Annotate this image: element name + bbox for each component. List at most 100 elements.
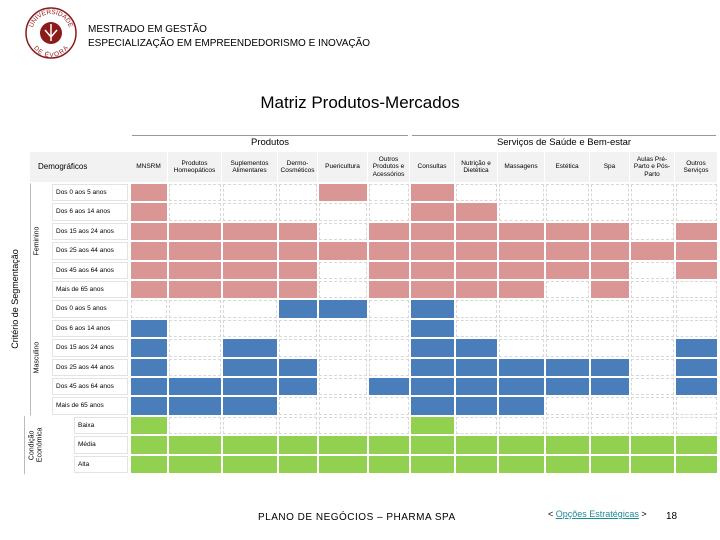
matrix-cell bbox=[546, 319, 589, 338]
matrix-cell bbox=[546, 261, 589, 279]
matrix-cell bbox=[131, 378, 167, 396]
matrix-cell bbox=[499, 261, 544, 279]
matrix-cell bbox=[631, 184, 674, 202]
matrix-cell bbox=[319, 436, 367, 454]
matrix-cell bbox=[223, 455, 277, 473]
matrix-cell bbox=[169, 455, 221, 473]
nav-next[interactable]: > bbox=[641, 509, 647, 519]
column-header: Outros Produtos e Acessórios bbox=[368, 152, 410, 182]
matrix-cell bbox=[131, 300, 167, 318]
matrix-cell bbox=[411, 436, 454, 454]
matrix-cell bbox=[369, 436, 409, 454]
matrix-cell bbox=[279, 281, 317, 299]
matrix-cell bbox=[411, 397, 454, 415]
matrix-cell bbox=[591, 358, 629, 376]
matrix-cell bbox=[499, 455, 544, 473]
matrix-cell bbox=[676, 397, 717, 415]
matrix-cell bbox=[319, 300, 367, 318]
matrix-cell bbox=[546, 416, 589, 435]
column-header: Suplementos Alimentares bbox=[222, 152, 278, 182]
row-label: Baixa bbox=[74, 416, 128, 435]
matrix-cell bbox=[631, 416, 674, 435]
row-label: Média bbox=[74, 436, 128, 454]
row-label: Dos 15 aos 24 anos bbox=[52, 339, 128, 357]
matrix-cell bbox=[631, 319, 674, 338]
matrix-cell bbox=[169, 300, 221, 318]
matrix-cell bbox=[631, 397, 674, 415]
matrix-cell bbox=[456, 397, 497, 415]
matrix-cell bbox=[631, 203, 674, 221]
matrix-cell bbox=[131, 222, 167, 241]
matrix-cell bbox=[369, 416, 409, 435]
column-header: Spa bbox=[590, 152, 630, 182]
matrix-cell bbox=[131, 416, 167, 435]
matrix-cell bbox=[676, 339, 717, 357]
column-header: Puericultura bbox=[318, 152, 368, 182]
matrix-cell bbox=[223, 281, 277, 299]
matrix-cell bbox=[169, 261, 221, 279]
matrix-cell bbox=[499, 300, 544, 318]
matrix-cell bbox=[169, 339, 221, 357]
matrix-cell bbox=[223, 339, 277, 357]
matrix-cell bbox=[546, 242, 589, 260]
matrix-cell bbox=[546, 378, 589, 396]
matrix-cell bbox=[456, 222, 497, 241]
row-label: Mais de 65 anos bbox=[52, 397, 128, 415]
matrix-cell bbox=[456, 184, 497, 202]
row-group-label: Masculino bbox=[30, 299, 44, 416]
matrix-cell bbox=[131, 184, 167, 202]
matrix-cell bbox=[369, 455, 409, 473]
matrix-cell bbox=[319, 397, 367, 415]
matrix-cell bbox=[369, 203, 409, 221]
matrix-cell bbox=[411, 319, 454, 338]
matrix-cell bbox=[411, 203, 454, 221]
matrix-cell bbox=[591, 436, 629, 454]
nav-prev[interactable]: < bbox=[548, 509, 554, 519]
logo: UNIVERSIDADE DE ÉVORA bbox=[25, 7, 77, 59]
matrix-cell bbox=[279, 203, 317, 221]
matrix-cell bbox=[279, 358, 317, 376]
matrix-cell bbox=[169, 203, 221, 221]
matrix-cell bbox=[411, 184, 454, 202]
matrix-cell bbox=[591, 281, 629, 299]
matrix-cell bbox=[131, 281, 167, 299]
matrix-cell bbox=[456, 203, 497, 221]
matrix-cell bbox=[131, 242, 167, 260]
matrix-cell bbox=[591, 339, 629, 357]
matrix-cell bbox=[546, 184, 589, 202]
row-group-label: Feminino bbox=[30, 183, 44, 300]
matrix-cell bbox=[169, 416, 221, 435]
matrix-cell bbox=[631, 242, 674, 260]
matrix-cell bbox=[456, 300, 497, 318]
matrix-cell bbox=[223, 222, 277, 241]
matrix-cell bbox=[456, 436, 497, 454]
matrix-cell bbox=[411, 416, 454, 435]
matrix-cell bbox=[369, 339, 409, 357]
matrix-cell bbox=[591, 203, 629, 221]
nav-link[interactable]: Opções Estratégicas bbox=[555, 509, 639, 519]
matrix-cell bbox=[546, 300, 589, 318]
matrix-cell bbox=[279, 319, 317, 338]
matrix-cell bbox=[456, 358, 497, 376]
matrix-cell bbox=[131, 339, 167, 357]
matrix-cell bbox=[411, 339, 454, 357]
matrix-cell bbox=[591, 242, 629, 260]
matrix-cell bbox=[169, 242, 221, 260]
matrix-cell bbox=[319, 281, 367, 299]
matrix-cell bbox=[369, 300, 409, 318]
matrix-cell bbox=[411, 242, 454, 260]
matrix-cell bbox=[319, 455, 367, 473]
matrix-cell bbox=[369, 397, 409, 415]
row-label: Dos 0 aos 5 anos bbox=[52, 184, 128, 202]
matrix-cell bbox=[676, 416, 717, 435]
matrix-cell bbox=[631, 358, 674, 376]
matrix-cell bbox=[591, 397, 629, 415]
matrix-cell bbox=[499, 378, 544, 396]
matrix-cell bbox=[223, 261, 277, 279]
matrix-cell bbox=[131, 261, 167, 279]
matrix-cell bbox=[279, 242, 317, 260]
matrix-cell bbox=[499, 242, 544, 260]
matrix-cell bbox=[631, 339, 674, 357]
row-label: Dos 0 aos 5 anos bbox=[52, 300, 128, 318]
header-line: ESPECIALIZAÇÃO EM EMPREENDEDORISMO E INO… bbox=[88, 38, 371, 49]
